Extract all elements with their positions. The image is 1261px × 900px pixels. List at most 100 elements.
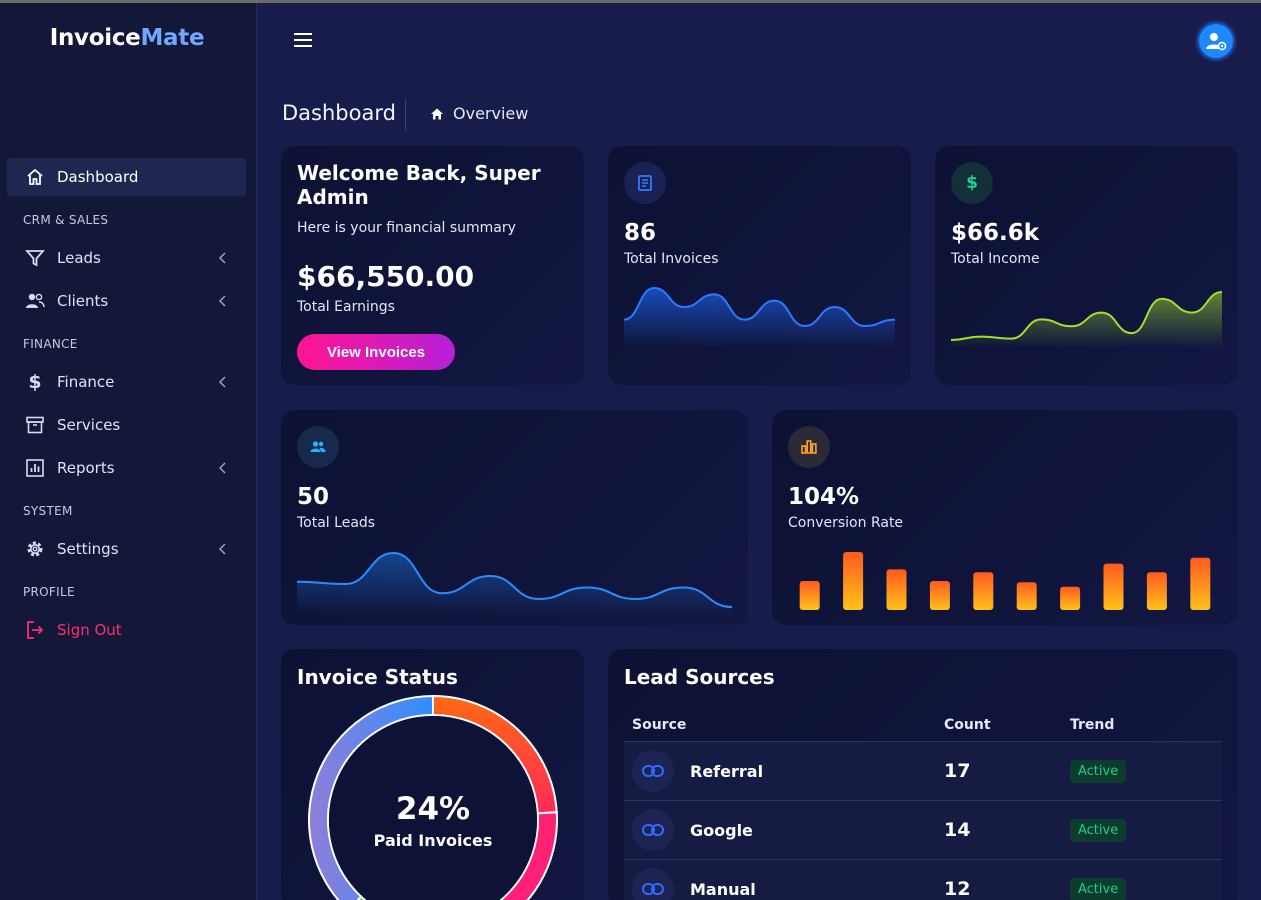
conversion-rate-label: Conversion Rate [788,515,904,531]
bar-chart-icon [788,426,830,468]
sidebar-item-label: Settings [57,540,119,558]
status-badge: Active [1070,759,1127,783]
conversion-bar [886,569,907,610]
receipt-icon [624,162,666,204]
total-leads-value: 50 [297,484,330,510]
home-icon [431,108,443,119]
sidebar-nav: Dashboard CRM & SALES Leads Clients FINA… [7,158,246,654]
sidebar-item-label: Leads [57,249,101,267]
sidebar-item-finance[interactable]: $ Finance [7,363,246,401]
invoice-status-card: Invoice Status 24% Paid Invoices [281,649,584,900]
source-count: 12 [944,878,971,900]
source-count: 14 [944,819,971,841]
sidebar-item-clients[interactable]: Clients [7,282,246,320]
breadcrumb[interactable]: Overview [430,104,528,123]
sidebar-item-leads[interactable]: Leads [7,239,246,277]
donut-segment [308,694,434,900]
paid-invoices-value: 24% [395,791,471,827]
chevron-left-icon [218,543,226,555]
conversion-bar-chart [799,552,1211,610]
gear-icon [25,539,45,559]
welcome-title: Welcome Back, Super Admin [297,161,541,209]
conversion-bar [1190,557,1211,610]
conversion-bar [1103,563,1124,610]
source-cell: Referral [624,750,944,792]
total-invoices-value: 86 [624,220,657,246]
home-icon [25,167,45,187]
source-cell: Google [624,809,944,851]
total-earnings-label: Total Earnings [297,299,395,315]
table-row[interactable]: Manual 12 Active [624,860,1222,900]
archive-icon [25,415,45,435]
column-trend[interactable]: Trend [1070,717,1115,733]
breadcrumb-divider [405,99,406,131]
chevron-left-icon [218,376,226,388]
invoices-line [624,286,895,328]
donut-center: 24% Paid Invoices [308,791,558,850]
source-count: 17 [944,760,971,782]
link-icon [632,868,674,900]
column-source[interactable]: Source [632,717,687,733]
trend-cell: Active [1070,759,1220,783]
sidebar-item-sign-out[interactable]: Sign Out [7,611,246,649]
logo-accent: Mate [140,25,205,51]
view-invoices-button[interactable]: View Invoices [297,334,455,370]
sidebar-item-dashboard[interactable]: Dashboard [7,158,246,196]
conversion-bar [929,581,950,610]
welcome-subtitle: Here is your financial summary [297,220,516,236]
conversion-bar [799,581,820,610]
sidebar-item-label: Services [57,416,121,434]
status-badge: Active [1070,818,1127,842]
filter-icon [25,248,45,268]
page-title: Dashboard [282,101,396,125]
leads-line [297,551,732,608]
conversion-rate-card: 104% Conversion Rate [772,410,1238,625]
sidebar-item-label: Dashboard [57,168,139,186]
source-name: Referral [690,761,764,781]
logo-main: Invoice [49,25,141,51]
sidebar-item-label: Finance [57,373,115,391]
app-logo[interactable]: InvoiceMate [0,25,254,51]
sidebar-item-services[interactable]: Services [7,406,246,444]
source-name: Google [690,820,753,840]
source-name: Manual [690,879,756,899]
user-avatar[interactable] [1195,20,1237,62]
section-profile: PROFILE [23,585,75,599]
conversion-bar [1146,572,1167,610]
people-icon [25,291,45,311]
conversion-bar [1016,582,1037,610]
conversion-rate-value: 104% [788,484,860,510]
donut-hole [329,716,537,900]
income-line [951,291,1222,341]
table-row[interactable]: Referral 17 Active [624,742,1222,801]
chevron-left-icon [218,295,226,307]
total-earnings-value: $66,550.00 [297,260,475,293]
trend-cell: Active [1070,818,1220,842]
trend-cell: Active [1070,877,1220,900]
link-icon [632,809,674,851]
conversion-bar [843,552,864,610]
chevron-left-icon [218,252,226,264]
report-chart-icon [25,458,45,478]
invoices-area [624,288,895,348]
sidebar-item-label: Reports [57,459,115,477]
column-count[interactable]: Count [944,717,991,733]
hamburger-menu-icon[interactable] [291,28,315,52]
invoices-sparkline [624,286,895,348]
sidebar-item-settings[interactable]: Settings [7,530,246,568]
lead-sources-table: Source Count Trend Referral 17 Active Go… [624,709,1222,900]
conversion-bar [973,572,994,610]
sidebar-item-label: Sign Out [57,621,122,639]
invoice-status-donut: 24% Paid Invoices [308,694,558,900]
source-cell: Manual [624,868,944,900]
donut-segment [499,811,558,900]
total-income-value: $66.6k [951,220,1040,246]
section-crm: CRM & SALES [23,213,109,227]
lead-sources-card: Lead Sources Source Count Trend Referral… [608,649,1238,900]
user-settings-icon [1199,24,1233,58]
conversion-bar [1060,586,1081,610]
table-row[interactable]: Google 14 Active [624,801,1222,860]
table-header: Source Count Trend [624,709,1222,742]
donut-chart [308,694,558,900]
sidebar-item-reports[interactable]: Reports [7,449,246,487]
